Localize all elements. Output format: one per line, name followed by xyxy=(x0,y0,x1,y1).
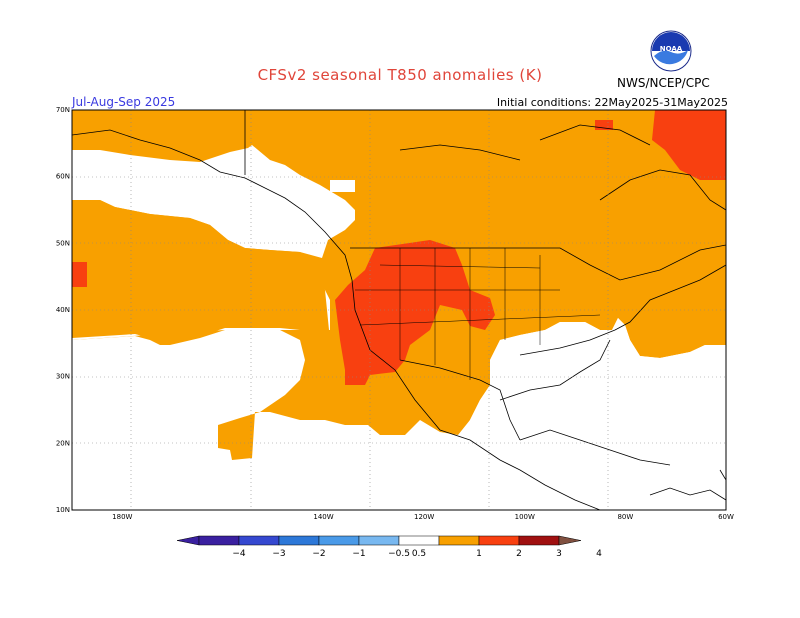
colorbar-segment xyxy=(198,535,240,546)
colorbar-tick-label: −1 xyxy=(352,549,365,559)
colorbar-labels: −4 −3 −2 −1 −0.5 0.5 1 2 3 4 xyxy=(232,549,602,559)
lat-tick-label: 50N xyxy=(56,239,70,247)
map-title: CFSv2 seasonal T850 anomalies (K) xyxy=(257,66,543,84)
lon-tick-label: 140W xyxy=(313,513,333,521)
colorbar-segment xyxy=(238,535,280,546)
lon-tick-label: 80W xyxy=(617,513,633,521)
noaa-logo: NOAA xyxy=(650,30,692,72)
neutral-region-pacific xyxy=(72,145,355,258)
colorbar-segment xyxy=(478,535,520,546)
anomaly-region-1-2-northeast xyxy=(652,110,726,180)
colorbar xyxy=(176,535,582,546)
longitude-labels: 180W 140W 120W 100W 80W 60W xyxy=(112,513,734,521)
colorbar-segment xyxy=(438,535,480,546)
latitude-labels: 70N 60N 50N 40N 30N 20N 10N xyxy=(56,106,70,514)
lat-tick-label: 60N xyxy=(56,173,70,181)
colorbar-tick-label: 3 xyxy=(556,549,562,559)
lat-tick-label: 40N xyxy=(56,306,70,314)
gridlines xyxy=(72,110,726,510)
colorbar-tick-label: 2 xyxy=(516,549,522,559)
colorbar-tick-label: 1 xyxy=(476,549,482,559)
lon-tick-label: 100W xyxy=(515,513,535,521)
agency-label: NWS/NCEP/CPC xyxy=(617,76,710,90)
map-frame xyxy=(71,109,727,511)
colorbar-tick-label: −4 xyxy=(232,549,246,559)
neutral-region-southeast xyxy=(460,318,726,510)
anomaly-region-1-2-west xyxy=(335,240,495,385)
colorbar-segment xyxy=(358,535,400,546)
coastlines xyxy=(72,110,726,510)
colorbar-tick-label: −3 xyxy=(272,549,285,559)
lon-tick-label: 120W xyxy=(414,513,434,521)
colorbar-tick-label: 4 xyxy=(596,549,602,559)
lat-tick-label: 10N xyxy=(56,506,70,514)
colorbar-arrow-high xyxy=(558,535,582,546)
colorbar-tick-label: 0.5 xyxy=(412,549,426,559)
state-borders xyxy=(355,248,601,380)
lon-tick-label: 60W xyxy=(718,513,734,521)
colorbar-tick-label: −0.5 xyxy=(388,549,410,559)
colorbar-tick-label: −2 xyxy=(312,549,325,559)
initial-conditions-label: Initial conditions: 22May2025-31May2025 xyxy=(496,96,728,109)
logo-text: NOAA xyxy=(660,45,683,53)
lon-tick-label: 180W xyxy=(112,513,132,521)
lat-tick-label: 30N xyxy=(56,373,70,381)
colorbar-segment xyxy=(518,535,560,546)
lat-tick-label: 20N xyxy=(56,439,70,447)
colorbar-segment xyxy=(398,535,440,546)
lat-tick-label: 70N xyxy=(56,106,70,114)
colorbar-segment xyxy=(318,535,360,546)
season-label: Jul-Aug-Sep 2025 xyxy=(72,95,176,109)
colorbar-arrow-low xyxy=(176,535,200,546)
colorbar-segment xyxy=(278,535,320,546)
